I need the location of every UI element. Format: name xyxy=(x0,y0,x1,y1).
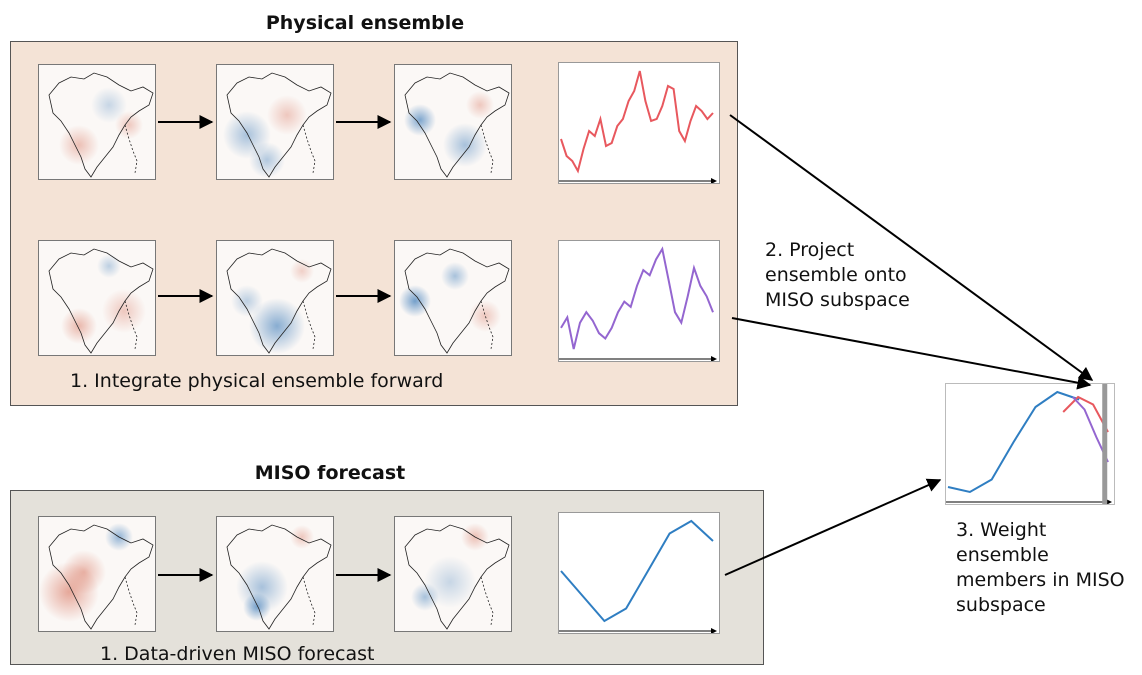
member-2-timeseries xyxy=(558,240,720,362)
island-chain xyxy=(480,576,494,626)
member-1-map-t1 xyxy=(216,64,334,180)
member-1-map-t2-graphic xyxy=(404,72,510,178)
coastline-outline xyxy=(404,248,510,354)
weight-note-line-3: subspace xyxy=(956,594,1046,616)
weighted-ensemble-plot xyxy=(945,383,1115,505)
island-chain xyxy=(480,300,494,350)
miso-map-t2 xyxy=(394,516,512,632)
anomaly-blob xyxy=(404,104,436,136)
physical-ensemble-title: Physical ensemble xyxy=(265,12,465,34)
member-1-timeseries xyxy=(558,62,720,184)
island-chain xyxy=(480,124,494,174)
miso-forecast-timeseries-chart xyxy=(559,519,717,633)
weight-ensemble-note: 3. Weight ensemble members in MISO subsp… xyxy=(956,518,1142,618)
coastline-outline xyxy=(226,524,332,630)
anomaly-blob xyxy=(411,583,439,611)
member-1-map-t2 xyxy=(394,64,512,180)
miso-forecast-x-axis-arrowhead xyxy=(711,628,717,633)
member-1-line-0 xyxy=(560,70,714,174)
weighted-ensemble-plot-chart xyxy=(946,384,1112,504)
coastline-outline xyxy=(48,524,154,630)
anomaly-blob xyxy=(466,91,494,119)
miso-map-t1-graphic xyxy=(226,524,332,630)
miso-forecast-line-0 xyxy=(560,519,714,623)
project-note-line-2: ensemble onto xyxy=(765,264,907,286)
member-2-timeseries-chart xyxy=(559,246,717,361)
physical-step-caption: 1. Integrate physical ensemble forward xyxy=(70,370,444,392)
anomaly-blob xyxy=(267,95,307,135)
anomaly-blob xyxy=(91,87,127,123)
member-2-map-t2-graphic xyxy=(399,248,510,354)
anomaly-blob xyxy=(441,262,469,290)
coastline-outline xyxy=(48,248,154,354)
member-2-x-axis-arrowhead xyxy=(711,356,717,361)
member-1-map-t0 xyxy=(38,64,156,180)
miso-map-t0 xyxy=(38,516,156,632)
weight-note-line-1: 3. Weight ensemble xyxy=(956,519,1049,566)
weight-note-line-2: members in MISO xyxy=(956,569,1125,591)
anomaly-blob xyxy=(62,550,106,594)
anomaly-blob xyxy=(443,123,487,167)
anomaly-blob xyxy=(469,300,501,332)
member-2-map-t1-graphic xyxy=(226,248,332,354)
anomaly-blob xyxy=(59,125,99,165)
anomaly-blob xyxy=(249,298,305,354)
coastline-outline xyxy=(226,248,332,354)
coastline-outline xyxy=(404,72,510,178)
anomaly-blob xyxy=(115,111,143,139)
miso-forecast-timeseries xyxy=(558,512,720,634)
project-ensemble-note: 2. Project ensemble onto MISO subspace xyxy=(765,238,910,313)
weighted-ensemble-line-0 xyxy=(947,390,1080,494)
anomaly-blob xyxy=(249,142,285,178)
island-chain xyxy=(124,576,138,626)
member-2-line-0 xyxy=(560,246,714,350)
member-2-map-t1 xyxy=(216,240,334,356)
anomaly-blob xyxy=(243,593,271,621)
member-1-timeseries-chart xyxy=(559,70,717,183)
miso-map-t2-graphic xyxy=(404,523,510,630)
member-2-map-t2 xyxy=(394,240,512,356)
coastline-outline xyxy=(48,72,154,178)
miso-map-t1 xyxy=(216,516,334,632)
member-2-map-t0-graphic xyxy=(48,248,154,354)
member-1-map-t1-graphic xyxy=(223,72,332,178)
anomaly-blob xyxy=(290,259,314,283)
project-note-line-3: MISO subspace xyxy=(765,289,910,311)
anomaly-blob xyxy=(290,525,314,549)
anomaly-blob xyxy=(231,285,263,317)
miso-map-t0-graphic xyxy=(39,523,154,630)
coastline-outline xyxy=(226,72,332,178)
anomaly-blob xyxy=(102,289,146,333)
member-2-map-t0 xyxy=(38,240,156,356)
project-note-line-1: 2. Project xyxy=(765,239,855,261)
forecast-start-bar xyxy=(1102,384,1108,504)
anomaly-blob xyxy=(61,308,97,344)
weighted-ensemble-line-2 xyxy=(1072,396,1109,463)
arrow-project-member-2 xyxy=(731,317,1092,390)
island-chain xyxy=(302,300,316,350)
island-chain xyxy=(302,576,316,626)
member-1-x-axis-arrowhead xyxy=(711,178,717,183)
island-chain xyxy=(124,300,138,350)
miso-forecast-title: MISO forecast xyxy=(254,462,406,484)
anomaly-blob xyxy=(399,285,431,317)
island-chain xyxy=(124,124,138,174)
weighted-ensemble-line-1 xyxy=(1062,395,1109,433)
island-chain xyxy=(302,124,316,174)
weighted-ensemble-x-axis-arrowhead xyxy=(1106,499,1112,504)
miso-step-caption: 1. Data-driven MISO forecast xyxy=(100,643,375,665)
anomaly-blob xyxy=(97,254,121,278)
member-1-map-t0-graphic xyxy=(48,72,154,178)
coastline-outline xyxy=(404,524,510,630)
